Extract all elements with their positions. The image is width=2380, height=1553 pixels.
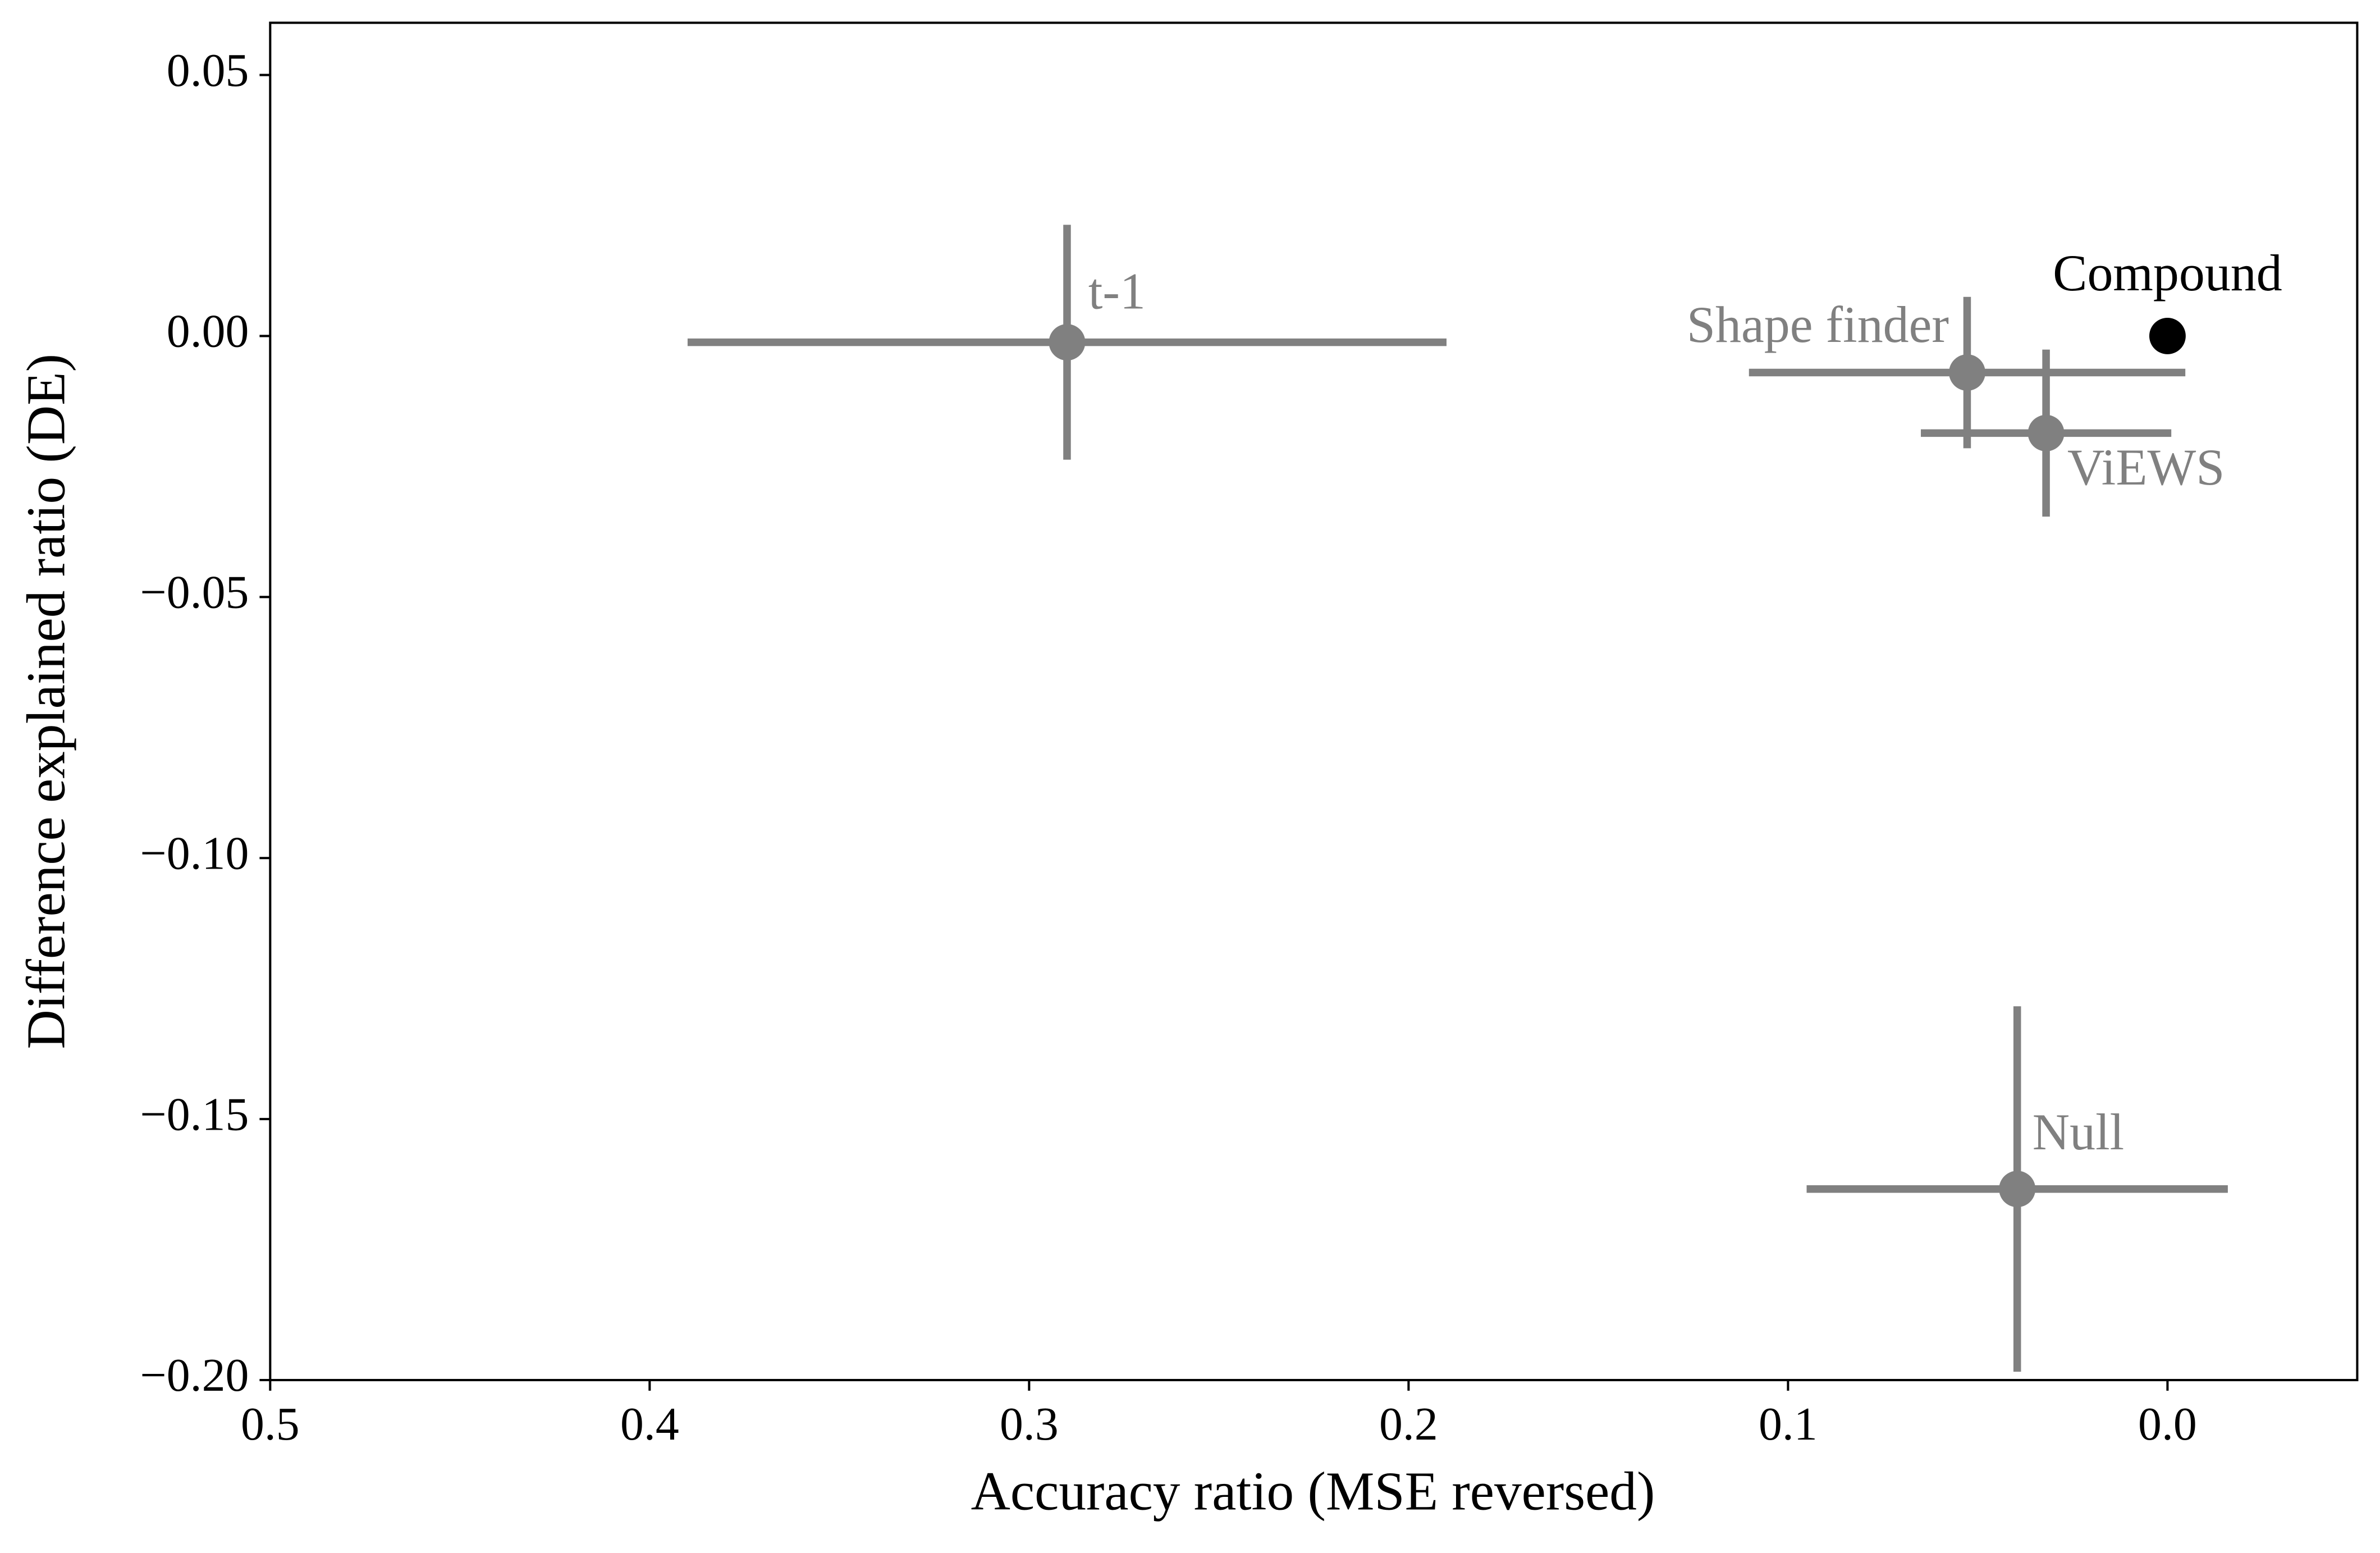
y-tick-label: −0.20 bbox=[140, 1349, 249, 1401]
y-tick-label: −0.10 bbox=[140, 827, 249, 879]
x-tick-label: 0.0 bbox=[2138, 1398, 2197, 1450]
y-axis-label: Difference explained ratio (DE) bbox=[16, 354, 76, 1049]
y-tick-label: −0.15 bbox=[140, 1088, 249, 1140]
point-label: Shape finder bbox=[1687, 296, 1949, 353]
plot-frame bbox=[269, 21, 2359, 1382]
x-tick-label: 0.5 bbox=[241, 1398, 300, 1450]
point bbox=[2027, 414, 2065, 451]
x-axis-label: Accuracy ratio (MSE reversed) bbox=[971, 1461, 1655, 1522]
point bbox=[1949, 354, 1985, 391]
y-tick-label: −0.05 bbox=[140, 567, 249, 619]
point-label: t-1 bbox=[1088, 263, 1146, 320]
x-tick-label: 0.2 bbox=[1379, 1398, 1438, 1450]
point bbox=[2149, 317, 2186, 354]
y-tick-label: 0.00 bbox=[167, 305, 249, 358]
y-tick-label: 0.05 bbox=[167, 44, 249, 97]
x-tick-label: 0.4 bbox=[620, 1398, 679, 1450]
x-tick-label: 0.3 bbox=[1000, 1398, 1059, 1450]
point bbox=[1049, 324, 1086, 361]
point-label: Compound bbox=[2053, 244, 2282, 302]
point bbox=[1999, 1171, 2036, 1208]
point-label: Null bbox=[2033, 1103, 2124, 1161]
point-label: ViEWS bbox=[2067, 439, 2225, 496]
x-tick-label: 0.1 bbox=[1759, 1398, 1818, 1450]
